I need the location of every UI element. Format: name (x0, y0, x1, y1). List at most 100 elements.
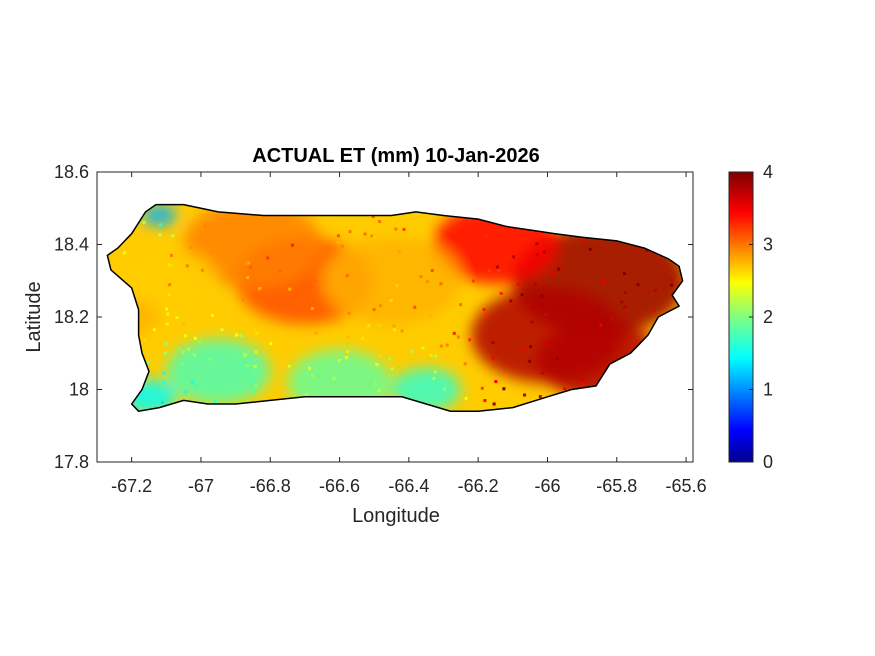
heatmap-cell (531, 305, 535, 309)
colorbar-tick-label: 3 (763, 235, 773, 255)
heatmap-cell (542, 342, 546, 346)
heatmap-cell (483, 399, 487, 403)
heatmap-cell (346, 335, 350, 339)
x-tick-label: -66.8 (250, 476, 291, 496)
heatmap-cell (459, 303, 463, 307)
heatmap-cell (251, 323, 255, 327)
heatmap-cell (254, 384, 258, 388)
colorbar-tick-label: 1 (763, 380, 773, 400)
heatmap-cell (164, 342, 168, 346)
heatmap-cell (646, 291, 650, 295)
heatmap-cell (395, 284, 399, 288)
x-axis-label: Longitude (352, 505, 440, 527)
heatmap-cell (193, 336, 197, 340)
heatmap-cell (242, 352, 246, 356)
heatmap-cell (255, 331, 259, 335)
heatmap-cell (390, 367, 394, 371)
heatmap-cell (372, 235, 376, 239)
heatmap-cell (541, 371, 545, 375)
heatmap-cell (167, 293, 171, 297)
heatmap-cell (397, 249, 401, 253)
x-tick-label: -67 (188, 476, 214, 496)
heatmap-cell (509, 299, 513, 303)
heatmap-cell (484, 235, 488, 239)
heatmap-cell (372, 308, 376, 312)
heatmap-cell (430, 269, 434, 273)
heatmap-cell (183, 334, 187, 338)
heatmap-cell (419, 275, 423, 279)
x-axis-ticks: -67.2 -67 -66.8 -66.6 -66.4 -66.2 -66 -65.8 -65.… (111, 172, 707, 496)
heatmap-cell (374, 382, 378, 386)
heatmap-cell (208, 357, 212, 361)
heatmap-cell (381, 265, 385, 269)
heatmap-cell (305, 393, 309, 397)
heatmap-cell (336, 234, 340, 238)
heatmap-cell (535, 242, 539, 246)
heatmap-cell (552, 271, 556, 275)
heatmap-cell (250, 380, 254, 384)
heatmap-cell (670, 278, 674, 282)
x-tick-label: -65.8 (596, 476, 637, 496)
heatmap-cell (345, 274, 349, 278)
heatmap-cell (394, 227, 398, 231)
heatmap-cell (258, 286, 262, 290)
y-axis-ticks: 17.8 18 18.2 18.4 18.6 (54, 162, 693, 472)
heatmap-cell (491, 356, 495, 360)
heatmap-cell (189, 246, 193, 250)
heatmap-cell (580, 240, 584, 244)
heatmap-cell (494, 380, 498, 384)
heatmap-cell (193, 353, 197, 357)
heatmap-hotspots (107, 204, 683, 412)
heatmap-cell (246, 363, 250, 367)
heatmap-hotspot-6 (322, 237, 461, 325)
heatmap-cell (308, 366, 312, 370)
heatmap-cell (160, 400, 164, 404)
heatmap-cell (542, 250, 546, 254)
heatmap-cell (442, 387, 446, 391)
heatmap-cell (488, 269, 492, 273)
heatmap-cell (191, 380, 195, 384)
heatmap-cell (220, 328, 224, 332)
x-tick-label: -66.4 (388, 476, 429, 496)
heatmap-cell (314, 331, 318, 335)
y-axis-label: Latitude (23, 281, 45, 352)
heatmap-cell (162, 371, 166, 375)
heatmap-cell (495, 265, 499, 269)
heatmap-cell (370, 234, 374, 238)
heatmap-cell (555, 357, 559, 361)
heatmap-cell (249, 265, 253, 269)
heatmap-cell (269, 342, 273, 346)
heatmap-cell (429, 353, 433, 357)
x-tick-label: -66 (534, 476, 560, 496)
heatmap-cell (287, 364, 291, 368)
heatmap-cell (212, 275, 216, 279)
heatmap-cell (535, 253, 539, 257)
heatmap-cell (434, 354, 438, 358)
heatmap-cell (521, 348, 525, 352)
heatmap-cell (378, 304, 382, 308)
heatmap-cell (434, 226, 438, 230)
colorbar-tick-label: 4 (763, 162, 773, 182)
heatmap-cell (548, 342, 552, 346)
heatmap-cell (496, 268, 500, 272)
heatmap-cell (152, 328, 156, 332)
heatmap-cell (290, 243, 294, 247)
heatmap-cell (530, 320, 534, 324)
heatmap-cell (480, 386, 484, 390)
heatmap-cell (246, 276, 250, 280)
heatmap-cell (622, 272, 626, 276)
heatmap-cell (645, 249, 649, 253)
y-tick-label: 17.8 (54, 452, 89, 472)
y-tick-label: 18.4 (54, 235, 89, 255)
heatmap-cell (195, 384, 199, 388)
heatmap-cell (165, 322, 169, 326)
heatmap-cell (392, 328, 396, 332)
heatmap-cell (507, 256, 511, 260)
chart-title: ACTUAL ET (mm) 10-Jan-2026 (252, 145, 539, 167)
heatmap-cell (310, 307, 314, 311)
heatmap-cell (491, 341, 495, 345)
heatmap-cell (557, 267, 561, 271)
heatmap-cell (245, 261, 249, 265)
heatmap-cell (122, 251, 126, 255)
